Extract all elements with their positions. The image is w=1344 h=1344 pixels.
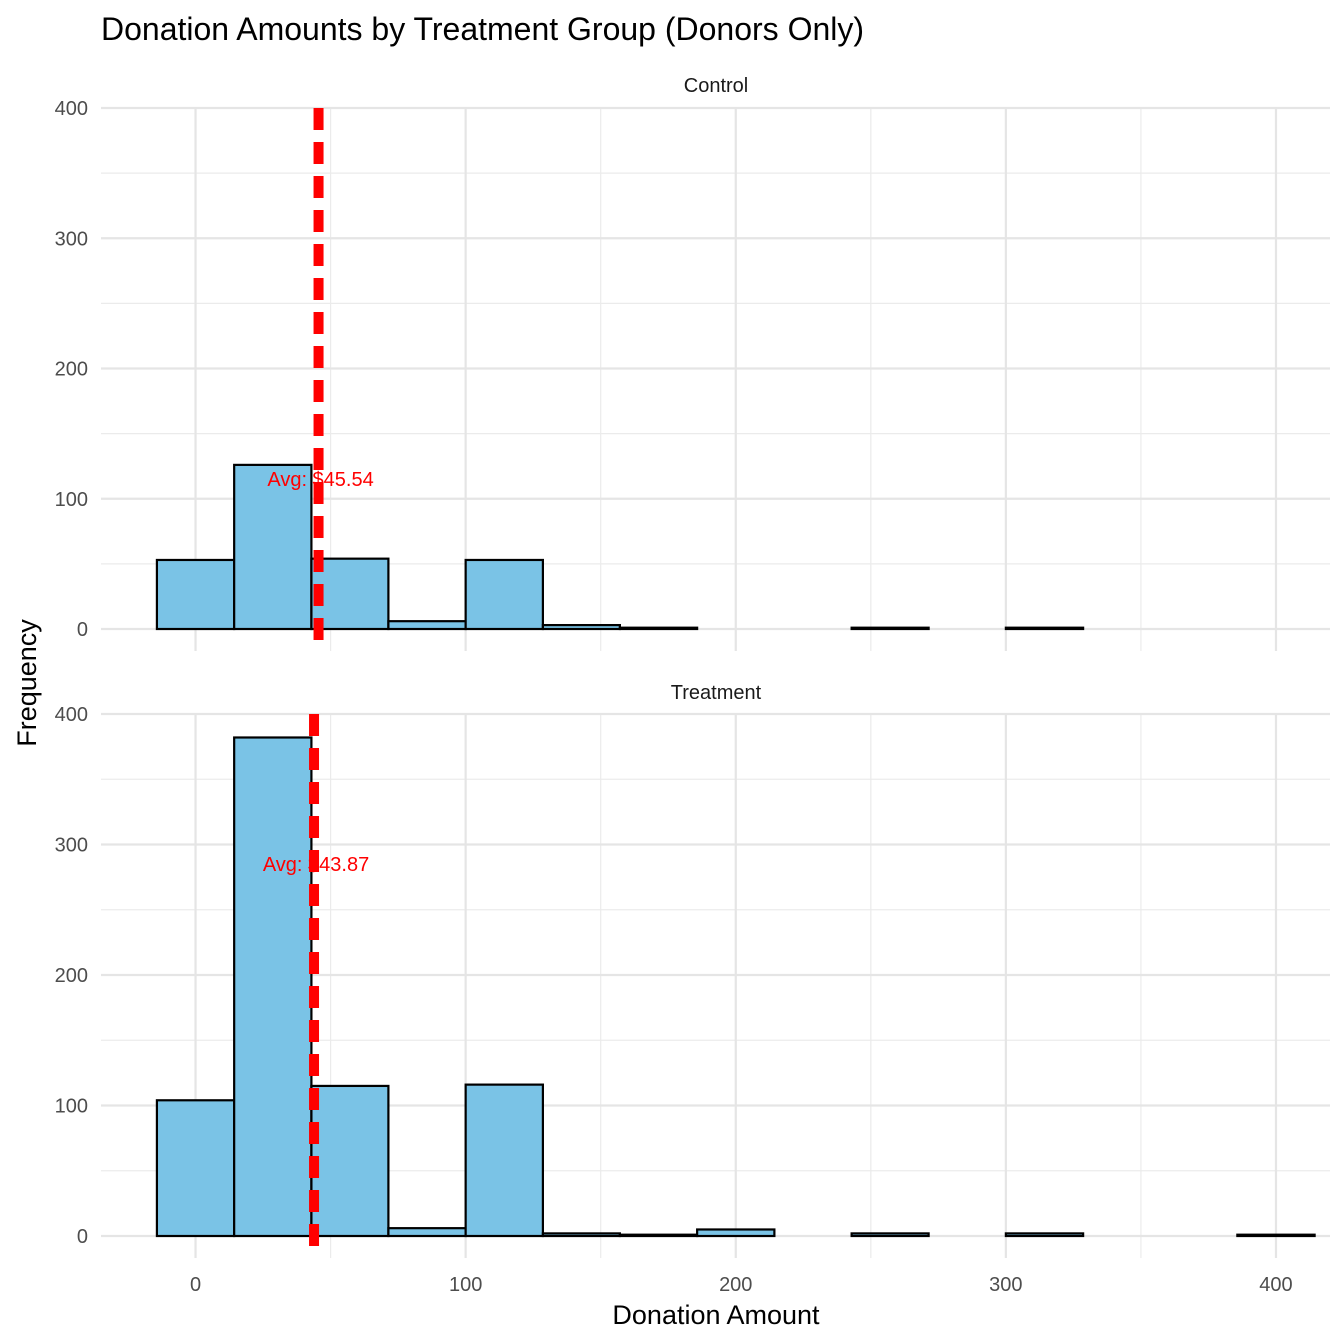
histogram-bar [541, 1232, 621, 1238]
histogram-bar [464, 1083, 544, 1238]
histogram-bar [541, 623, 621, 631]
chart-title: Donation Amounts by Treatment Group (Don… [101, 11, 864, 47]
histogram-bar [310, 1084, 390, 1238]
x-tick-label: 0 [190, 1274, 201, 1296]
x-tick-label: 300 [989, 1274, 1022, 1296]
y-tick-label: 200 [55, 965, 88, 987]
histogram-bar [387, 1227, 467, 1238]
facet-panel-control: Control 0 100 200 300 400 Avg: $45.54 [55, 75, 1330, 651]
x-tick-label: 400 [1259, 1274, 1292, 1296]
histogram-bar [155, 558, 236, 631]
histogram-bar [1236, 1233, 1316, 1238]
y-tick-label: 300 [55, 228, 88, 250]
histogram-bar [464, 558, 544, 631]
histogram-bar [1004, 626, 1085, 631]
histogram-bar [618, 626, 699, 631]
y-tick-label: 0 [77, 619, 88, 641]
mean-label: Avg: $43.87 [263, 854, 369, 876]
y-tick-label: 100 [55, 489, 88, 511]
histogram-bar [155, 1099, 236, 1238]
histogram-bar [1004, 1232, 1085, 1238]
histogram-bar [618, 1233, 699, 1238]
histogram-bar [696, 1228, 776, 1238]
x-tick-label: 100 [449, 1274, 482, 1296]
facet-strip-label: Control [684, 75, 748, 97]
y-axis-title: Frequency [12, 619, 42, 747]
x-tick-label: 200 [719, 1274, 752, 1296]
histogram-bar [233, 736, 313, 1238]
y-tick-label: 400 [55, 98, 88, 120]
mean-label: Avg: $45.54 [267, 469, 373, 491]
histogram-bar [310, 557, 390, 631]
y-tick-label: 300 [55, 835, 88, 857]
histogram-bar [233, 463, 313, 631]
histogram-bar [850, 626, 930, 631]
y-tick-label: 400 [55, 704, 88, 726]
facet-strip-label: Treatment [671, 682, 762, 704]
y-tick-label: 0 [77, 1226, 88, 1248]
facet-panel-treatment: Treatment 0 100 200 300 400 Avg: $43.87 0 100 200… [55, 682, 1330, 1296]
histogram-bar [850, 1232, 930, 1238]
histogram-bar [387, 620, 467, 631]
x-axis-title: Donation Amount [612, 1300, 820, 1330]
y-tick-label: 200 [55, 359, 88, 381]
y-tick-label: 100 [55, 1096, 88, 1118]
facet-panels: Control 0 100 200 300 400 Avg: $45.54 Treatment… [55, 75, 1330, 1296]
